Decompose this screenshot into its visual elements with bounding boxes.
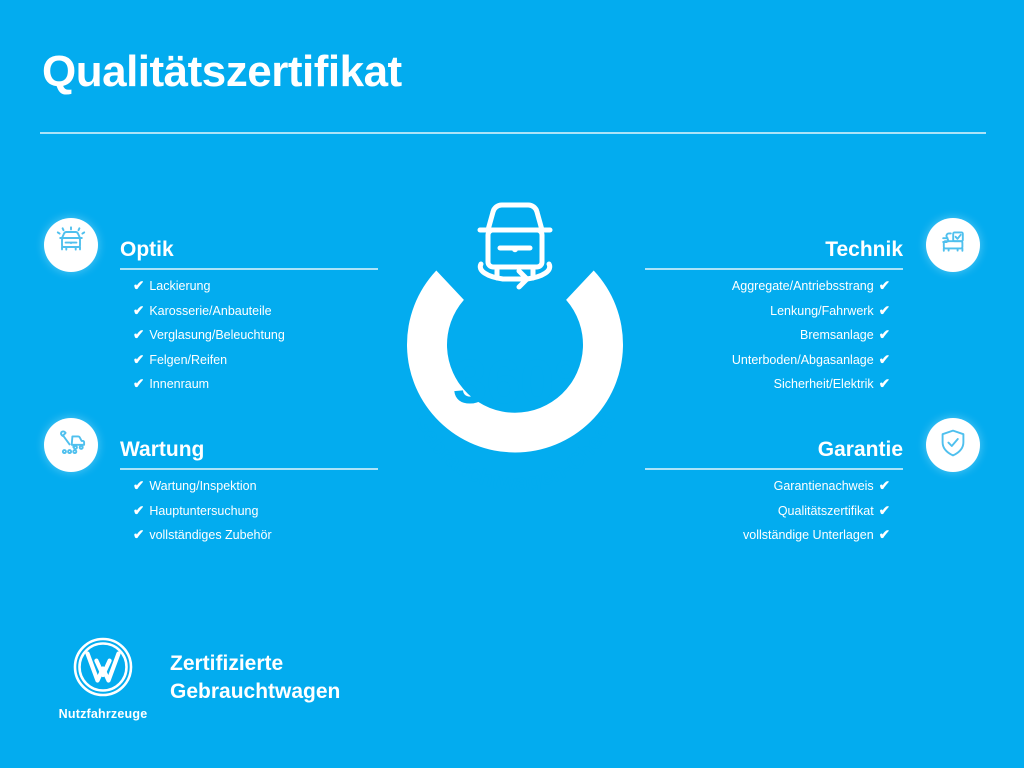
check-icon: ✔	[133, 327, 145, 342]
section-garantie-divider	[645, 468, 903, 470]
section-garantie: Garantie Garantienachweis ✔ Qualitätszert…	[645, 418, 945, 548]
check-icon: ✔	[878, 478, 890, 493]
list-item-label: Lenkung/Fahrwerk	[770, 303, 874, 318]
section-technik-header: Technik	[645, 218, 945, 274]
section-wartung-divider	[120, 468, 378, 470]
section-optik-list: ✔ Lackierung ✔ Karosserie/Anbauteile ✔ Verg…	[78, 274, 378, 397]
section-wartung-title: Wartung	[120, 438, 205, 461]
shield-check-icon	[936, 426, 970, 465]
vw-logo-wrap: Nutzfahrzeuge	[48, 636, 158, 721]
check-icon: ✔	[133, 278, 145, 293]
section-wartung: Wartung ✔ Wartung/Inspektion ✔ Hauptunters…	[78, 418, 378, 548]
section-garantie-header: Garantie	[645, 418, 945, 474]
list-item-label: Wartung/Inspektion	[149, 479, 257, 493]
header-divider	[40, 132, 986, 134]
list-item: Lenkung/Fahrwerk ✔	[645, 299, 890, 324]
section-garantie-title: Garantie	[817, 438, 903, 461]
list-item-label: Garantienachweis	[773, 479, 874, 493]
check-icon: ✔	[878, 502, 890, 518]
vw-logo-subtitle: Nutzfahrzeuge	[58, 707, 148, 721]
section-technik-divider	[645, 268, 903, 270]
list-item: Garantienachweis ✔	[645, 474, 890, 499]
section-wartung-header: Wartung	[78, 418, 378, 474]
list-item-label: vollständige Unterlagen	[743, 528, 874, 542]
list-item: ✔ vollständiges Zubehör	[133, 523, 378, 548]
list-item-label: Innenraum	[149, 377, 210, 391]
list-item: ✔ Wartung/Inspektion	[133, 474, 378, 499]
page-title: Qualitätszertifikat	[42, 47, 402, 96]
list-item: Sicherheit/Elektrik ✔	[645, 372, 890, 397]
section-optik: Optik ✔ Lackierung ✔ Karosserie/Anbauteile…	[78, 218, 378, 397]
list-item-label: Unterboden/Abgasanlage	[731, 352, 874, 367]
footer-line-2: Gebrauchtwagen	[170, 680, 341, 703]
car-checklist-icon	[936, 226, 970, 265]
list-item: ✔ Verglasung/Beleuchtung	[133, 323, 378, 348]
list-item-label: Hauptuntersuchung	[149, 503, 259, 518]
ring-shape	[407, 270, 623, 453]
list-item-label: vollständiges Zubehör	[149, 528, 272, 542]
check-icon: ✔	[133, 527, 145, 542]
list-item: Qualitätszertifikat ✔	[645, 499, 890, 524]
badge-optik	[44, 218, 98, 272]
360-check-badge: 360° Gebrauchtwagen-Check	[380, 185, 650, 490]
check-icon: ✔	[878, 278, 890, 293]
car-rotation-icon	[477, 202, 553, 290]
section-optik-divider	[120, 268, 378, 270]
list-item-label: Sicherheit/Elektrik	[773, 377, 874, 391]
list-item-label: Karosserie/Anbauteile	[149, 303, 272, 318]
section-garantie-list: Garantienachweis ✔ Qualitätszertifikat ✔ v…	[645, 474, 945, 548]
list-item-label: Lackierung	[149, 279, 211, 293]
badge-wartung	[44, 418, 98, 472]
list-item: vollständige Unterlagen ✔	[645, 523, 890, 548]
section-technik-list: Aggregate/Antriebsstrang ✔ Lenkung/Fahrwe…	[645, 274, 945, 397]
check-icon: ✔	[133, 351, 145, 367]
check-icon: ✔	[133, 478, 145, 493]
check-icon: ✔	[133, 502, 145, 518]
list-item-label: Qualitätszertifikat	[777, 503, 874, 518]
check-icon: ✔	[878, 327, 890, 342]
car-shine-icon	[54, 225, 88, 265]
badge-technik	[926, 218, 980, 272]
wrench-van-icon	[54, 426, 88, 465]
section-optik-title: Optik	[120, 238, 174, 261]
footer-line-1: Zertifizierte	[170, 652, 284, 675]
footer-text: Zertifizierte Gebrauchtwagen	[170, 650, 340, 706]
check-icon: ✔	[878, 351, 890, 367]
vw-logo	[72, 637, 134, 702]
360-value: 360°	[453, 348, 577, 417]
section-wartung-list: ✔ Wartung/Inspektion ✔ Hauptuntersuchung ✔…	[78, 474, 378, 548]
list-item: Aggregate/Antriebsstrang ✔	[645, 274, 890, 299]
check-icon: ✔	[133, 302, 145, 318]
list-item-label: Aggregate/Antriebsstrang	[731, 279, 874, 293]
list-item: Unterboden/Abgasanlage ✔	[645, 348, 890, 373]
list-item-label: Felgen/Reifen	[149, 352, 228, 367]
section-technik-title: Technik	[825, 238, 903, 261]
list-item-label: Verglasung/Beleuchtung	[149, 328, 285, 342]
list-item: ✔ Karosserie/Anbauteile	[133, 299, 378, 324]
list-item: ✔ Lackierung	[133, 274, 378, 299]
section-optik-header: Optik	[78, 218, 378, 274]
check-icon: ✔	[878, 302, 890, 318]
list-item: ✔ Innenraum	[133, 372, 378, 397]
list-item-label: Bremsanlage	[800, 328, 874, 342]
footer: Nutzfahrzeuge Zertifizierte Gebrauchtwag…	[40, 636, 460, 746]
section-technik: Technik Aggregate/Antriebsstrang ✔ Lenkun…	[645, 218, 945, 397]
badge-garantie	[926, 418, 980, 472]
list-item: ✔ Felgen/Reifen	[133, 348, 378, 373]
check-icon: ✔	[133, 376, 145, 391]
check-icon: ✔	[878, 527, 890, 542]
list-item: ✔ Hauptuntersuchung	[133, 499, 378, 524]
check-icon: ✔	[878, 376, 890, 391]
list-item: Bremsanlage ✔	[645, 323, 890, 348]
